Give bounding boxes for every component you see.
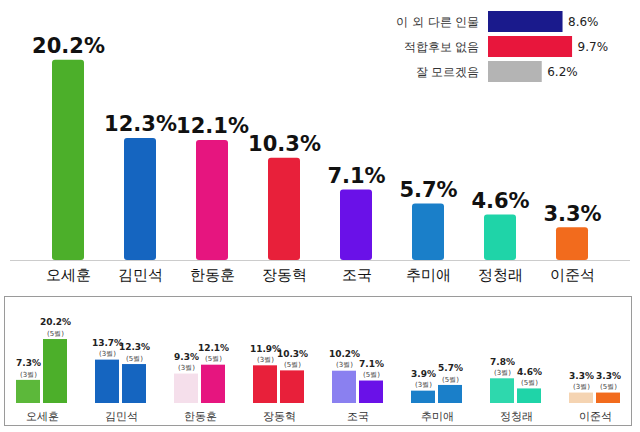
svg-text:(3월): (3월) bbox=[415, 381, 432, 389]
svg-text:(3월): (3월) bbox=[20, 371, 37, 379]
svg-text:9.7%: 9.7% bbox=[578, 40, 609, 54]
svg-text:4.6%: 4.6% bbox=[471, 189, 529, 213]
svg-text:조국: 조국 bbox=[342, 266, 372, 284]
svg-text:(3월): (3월) bbox=[99, 350, 116, 358]
svg-text:7.1%: 7.1% bbox=[327, 164, 385, 188]
svg-text:추미애: 추미애 bbox=[421, 410, 454, 423]
svg-text:장동혁: 장동혁 bbox=[262, 266, 307, 284]
svg-text:7.3%: 7.3% bbox=[16, 358, 41, 368]
svg-text:4.6%: 4.6% bbox=[517, 367, 542, 377]
svg-text:3.3%: 3.3% bbox=[596, 371, 621, 381]
svg-text:11.9%: 11.9% bbox=[249, 343, 282, 354]
svg-text:김민석: 김민석 bbox=[105, 410, 138, 423]
svg-text:3.3%: 3.3% bbox=[543, 201, 601, 225]
svg-text:(3월): (3월) bbox=[336, 361, 353, 369]
svg-text:6.2%: 6.2% bbox=[547, 65, 578, 79]
svg-text:10.3%: 10.3% bbox=[248, 132, 321, 156]
svg-text:오세훈: 오세훈 bbox=[26, 410, 59, 423]
svg-text:20.2%: 20.2% bbox=[40, 317, 71, 327]
svg-text:3.9%: 3.9% bbox=[411, 369, 436, 379]
svg-text:7.1%: 7.1% bbox=[359, 359, 384, 369]
svg-text:5.7%: 5.7% bbox=[438, 363, 463, 373]
svg-text:10.3%: 10.3% bbox=[277, 349, 308, 359]
svg-text:오세훈: 오세훈 bbox=[46, 266, 91, 284]
svg-text:적합후보 없음: 적합후보 없음 bbox=[404, 40, 480, 54]
svg-text:잘 모르겠음: 잘 모르겠음 bbox=[416, 65, 480, 79]
svg-text:9.3%: 9.3% bbox=[174, 352, 199, 362]
svg-text:이 외 다른 인물: 이 외 다른 인물 bbox=[396, 15, 479, 29]
svg-text:12.1%: 12.1% bbox=[176, 114, 249, 138]
svg-text:추미애: 추미애 bbox=[406, 266, 451, 284]
svg-text:5.7%: 5.7% bbox=[399, 178, 457, 202]
svg-text:(5월): (5월) bbox=[521, 379, 538, 387]
svg-text:이준석: 이준석 bbox=[579, 410, 612, 423]
svg-text:(3월): (3월) bbox=[257, 356, 274, 364]
svg-text:(3월): (3월) bbox=[178, 364, 195, 372]
svg-text:(5월): (5월) bbox=[205, 355, 222, 363]
svg-text:한동훈: 한동훈 bbox=[184, 410, 217, 423]
svg-text:정청래: 정청래 bbox=[478, 266, 523, 284]
svg-text:12.3%: 12.3% bbox=[104, 112, 177, 136]
svg-text:이준석: 이준석 bbox=[550, 266, 595, 284]
svg-text:(5월): (5월) bbox=[47, 330, 64, 338]
svg-text:김민석: 김민석 bbox=[118, 266, 163, 284]
svg-text:장동혁: 장동혁 bbox=[263, 410, 296, 423]
svg-text:조국: 조국 bbox=[347, 410, 369, 423]
svg-text:13.7%: 13.7% bbox=[91, 338, 124, 348]
svg-text:(5월): (5월) bbox=[126, 355, 143, 363]
svg-text:(5월): (5월) bbox=[363, 371, 380, 379]
svg-text:(3월): (3월) bbox=[494, 369, 511, 377]
svg-text:한동훈: 한동훈 bbox=[190, 266, 235, 284]
svg-text:12.3%: 12.3% bbox=[119, 342, 150, 352]
svg-text:3.3%: 3.3% bbox=[569, 371, 594, 381]
svg-text:12.1%: 12.1% bbox=[198, 343, 229, 353]
svg-text:(5월): (5월) bbox=[442, 376, 459, 384]
svg-text:(5월): (5월) bbox=[284, 361, 301, 369]
svg-text:(5월): (5월) bbox=[600, 383, 617, 391]
svg-text:20.2%: 20.2% bbox=[32, 34, 105, 58]
svg-text:(3월): (3월) bbox=[573, 383, 590, 391]
svg-text:8.6%: 8.6% bbox=[568, 15, 599, 29]
svg-text:7.8%: 7.8% bbox=[490, 357, 515, 367]
svg-text:10.2%: 10.2% bbox=[329, 349, 360, 359]
svg-text:정청래: 정청래 bbox=[500, 410, 533, 423]
